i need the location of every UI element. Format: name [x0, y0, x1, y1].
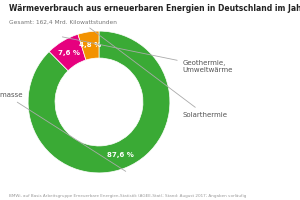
- Text: 4,8 %: 4,8 %: [79, 42, 101, 48]
- Text: 87,6 %: 87,6 %: [107, 152, 134, 158]
- Wedge shape: [49, 34, 86, 71]
- Wedge shape: [78, 31, 99, 60]
- Text: Geothermie,
Umweltwärme: Geothermie, Umweltwärme: [62, 37, 233, 73]
- Wedge shape: [28, 31, 170, 173]
- Text: Wärmeverbrauch aus erneuerbaren Energien in Deutschland im Jahr 2016: Wärmeverbrauch aus erneuerbaren Energien…: [9, 4, 300, 13]
- Text: 7,6 %: 7,6 %: [58, 50, 80, 56]
- Text: BMWi, auf Basis Arbeitsgruppe Erneuerbare Energien-Statistik (AGEE-Stat); Stand:: BMWi, auf Basis Arbeitsgruppe Erneuerbar…: [9, 194, 246, 198]
- Text: Gesamt: 162,4 Mrd. Kilowattstunden: Gesamt: 162,4 Mrd. Kilowattstunden: [9, 20, 117, 25]
- Text: Solarthermie: Solarthermie: [90, 28, 228, 118]
- Text: Biomasse: Biomasse: [0, 92, 126, 171]
